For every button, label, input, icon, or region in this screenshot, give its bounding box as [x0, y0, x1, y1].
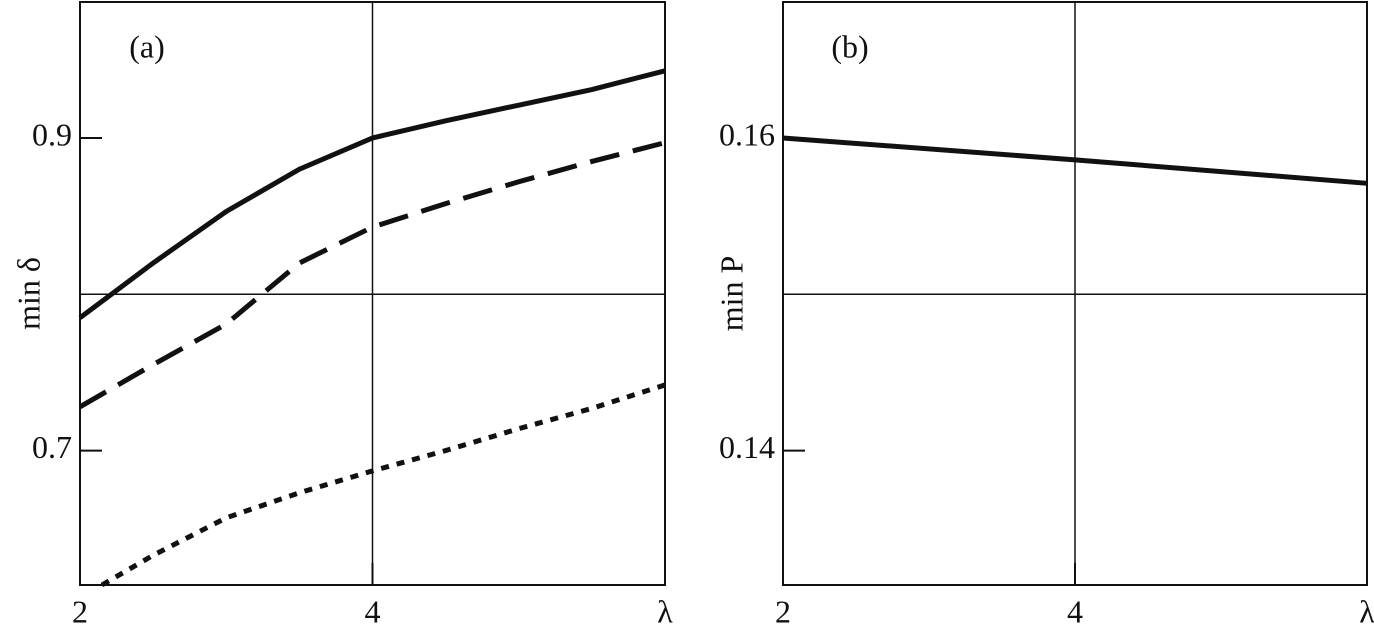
y-axis-label: min P	[713, 256, 749, 332]
x-tick-label: 4	[365, 593, 381, 629]
data-line	[78, 68, 666, 320]
panel-label: (a)	[129, 28, 165, 64]
x-axis-label: λ	[1359, 593, 1374, 629]
data-line	[78, 140, 666, 409]
x-tick-label: 4	[1067, 593, 1083, 629]
panel-label: (b)	[831, 28, 868, 64]
y-tick-label: 0.7	[32, 429, 72, 465]
x-axis-label: λ	[657, 593, 673, 629]
data-line	[782, 135, 1368, 186]
x-tick-label: 2	[72, 593, 88, 629]
data-line	[100, 382, 666, 588]
y-tick-label: 0.9	[32, 116, 72, 152]
x-tick-label: 2	[775, 593, 791, 629]
y-tick-label: 0.14	[719, 429, 775, 465]
y-tick-label: 0.16	[719, 116, 775, 152]
y-axis-label: min δ	[10, 257, 46, 330]
